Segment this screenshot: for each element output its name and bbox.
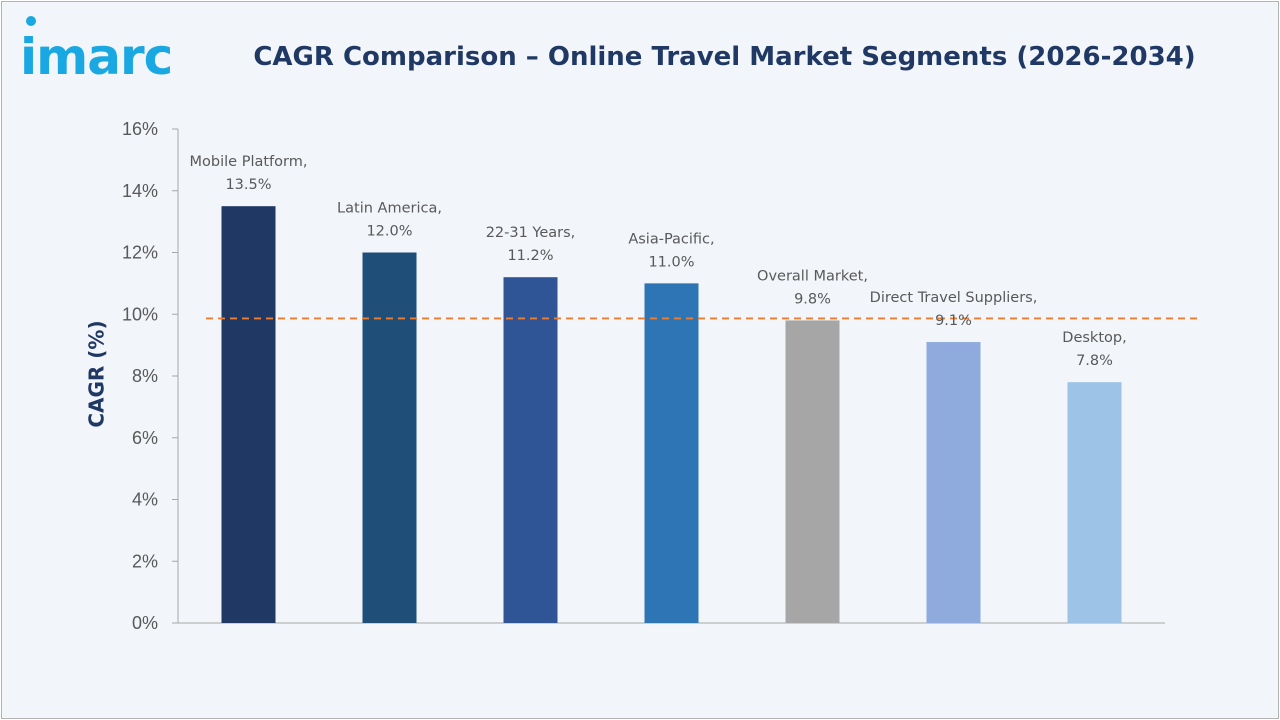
y-axis-title: CAGR (%): [85, 320, 109, 427]
data-label-value: 11.0%: [648, 254, 694, 270]
y-tick-label: 14%: [122, 181, 158, 201]
y-tick-label: 4%: [132, 490, 158, 510]
bar: [503, 277, 558, 623]
chart-title: CAGR Comparison – Online Travel Market S…: [253, 42, 1196, 72]
bars: [221, 206, 1122, 623]
bar: [926, 342, 981, 623]
data-label-category: Desktop,: [1062, 330, 1126, 346]
logo-text: imarc: [22, 28, 172, 82]
y-tick-label: 8%: [132, 366, 158, 386]
data-label-category: 22-31 Years,: [486, 225, 576, 241]
y-tick-label: 6%: [132, 428, 158, 448]
bar: [221, 206, 276, 623]
data-label-value: 12.0%: [366, 224, 412, 240]
y-tick-label: 16%: [122, 119, 158, 139]
bar: [785, 320, 840, 623]
data-label-category: Latin America,: [337, 201, 442, 217]
bar: [1067, 382, 1122, 623]
data-label-category: Asia-Pacific,: [628, 231, 714, 247]
data-label-category: Direct Travel Suppliers,: [870, 290, 1038, 306]
data-label-value: 7.8%: [1076, 353, 1113, 369]
data-label-value: 9.1%: [935, 313, 972, 329]
imarc-logo: imarc: [22, 16, 173, 82]
y-axis: 0% 2% 4% 6% 8% 10% 12% 14% 16%: [122, 119, 1165, 633]
data-label-value: 9.8%: [794, 291, 831, 307]
bar: [362, 252, 417, 623]
data-label-value: 13.5%: [225, 177, 271, 193]
bar: [644, 283, 699, 623]
data-label-category: Mobile Platform,: [190, 154, 308, 170]
y-tick-label: 10%: [122, 304, 158, 324]
data-labels: Mobile Platform, 13.5% Latin America, 12.0%…: [190, 154, 1127, 369]
logo-dot: [26, 16, 36, 26]
y-tick-label: 0%: [132, 613, 158, 633]
data-label-category: Overall Market,: [757, 268, 868, 284]
y-tick-label: 2%: [132, 551, 158, 571]
y-tick-label: 12%: [122, 243, 158, 263]
data-label-value: 11.2%: [507, 248, 553, 264]
